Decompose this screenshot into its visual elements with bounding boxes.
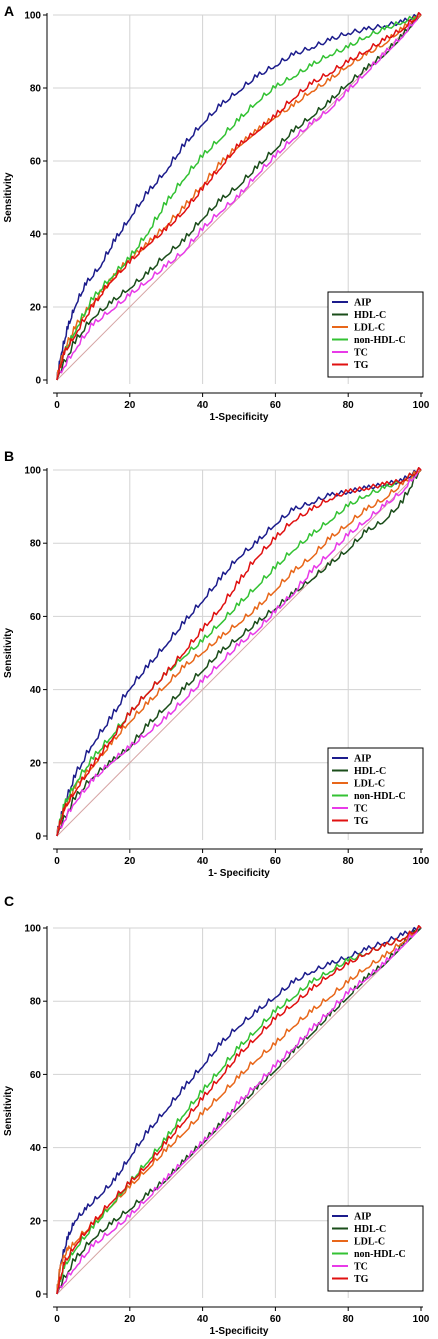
y-tick-label: 20 (30, 758, 42, 769)
series-line-tg (56, 12, 422, 381)
y-tick-label: 80 (30, 539, 42, 550)
x-tick-label: 20 (124, 1314, 136, 1325)
y-tick-label: 20 (30, 303, 42, 314)
x-tick-label: 0 (54, 1314, 60, 1325)
legend-label: non-HDL-C (354, 1249, 406, 1260)
series-line-hdl-c (56, 469, 422, 837)
x-axis-label: 1- Specificity (208, 868, 270, 879)
legend-box (327, 291, 424, 378)
series-line-ldl-c (56, 469, 422, 837)
x-tick-label: 60 (270, 400, 282, 411)
y-axis-label: Sensitivity (3, 628, 14, 678)
x-tick-label: 0 (54, 856, 60, 867)
y-tick-label: 40 (30, 1143, 42, 1154)
y-tick-label: 40 (30, 230, 42, 241)
series-line-tg (56, 925, 422, 1295)
legend-label: LDL-C (354, 779, 385, 790)
x-tick-label: 80 (343, 400, 355, 411)
series-line-tc (56, 12, 422, 381)
panel-letter: B (4, 448, 14, 464)
y-tick-label: 60 (30, 157, 42, 168)
x-axis-label: 1-Specificity (210, 1326, 269, 1337)
x-tick-label: 80 (343, 856, 355, 867)
legend-label: TC (354, 348, 368, 359)
series-line-aip (56, 13, 422, 381)
chart-panel-b: B 0 20 40 60 80 100 0 20 40 60 80 100 1- Specificity S… (3, 448, 430, 879)
legend-label: non-HDL-C (354, 335, 406, 346)
x-tick-label: 80 (343, 1314, 355, 1325)
legend-label: LDL-C (354, 323, 385, 334)
legend-label: HDL-C (354, 310, 386, 321)
y-axis-label: Sensitivity (3, 172, 14, 222)
x-tick-label: 60 (270, 856, 282, 867)
y-tick-label: 100 (24, 466, 41, 477)
x-tick-label: 60 (270, 1314, 282, 1325)
x-tick-label: 20 (124, 400, 136, 411)
y-tick-label: 0 (35, 1290, 41, 1301)
legend-label: TC (354, 1262, 368, 1273)
x-tick-label: 100 (413, 400, 430, 411)
legend-label: LDL-C (354, 1237, 385, 1248)
y-tick-label: 80 (30, 997, 42, 1008)
legend-label: TG (354, 360, 369, 371)
x-axis-label: 1-Specificity (210, 412, 269, 423)
x-tick-label: 20 (124, 856, 136, 867)
y-tick-label: 0 (35, 832, 41, 843)
legend-label: HDL-C (354, 1224, 386, 1235)
legend-label: non-HDL-C (354, 791, 406, 802)
y-tick-label: 40 (30, 685, 42, 696)
series-line-non-hdl-c (56, 925, 422, 1295)
legend-label: AIP (354, 1212, 371, 1223)
x-tick-label: 40 (197, 1314, 209, 1325)
y-tick-label: 80 (30, 84, 42, 95)
series-line-non-hdl-c (56, 12, 422, 381)
series-line-tc (56, 925, 422, 1295)
chart-panel-c: C 0 20 40 60 80 100 0 20 40 60 80 100 1-Specificity Se… (3, 893, 430, 1337)
reference-diagonal (56, 927, 422, 1295)
y-tick-label: 100 (24, 924, 41, 935)
x-tick-label: 100 (413, 856, 430, 867)
chart-panel-a: A 0 20 40 60 80 100 0 20 40 60 80 100 1-Specificity Se… (3, 3, 430, 423)
series-line-non-hdl-c (56, 467, 422, 837)
legend-box (327, 747, 424, 834)
y-tick-label: 100 (24, 11, 41, 22)
series-line-tg (56, 467, 422, 837)
x-tick-label: 100 (413, 1314, 430, 1325)
legend-label: HDL-C (354, 766, 386, 777)
legend-label: TC (354, 804, 368, 815)
panel-letter: A (4, 3, 14, 19)
series-line-hdl-c (56, 14, 422, 381)
panel-letter: C (4, 893, 14, 909)
y-tick-label: 20 (30, 1216, 42, 1227)
y-tick-label: 60 (30, 612, 42, 623)
reference-diagonal (56, 469, 422, 837)
y-tick-label: 60 (30, 1070, 42, 1081)
legend-label: TG (354, 816, 369, 827)
y-axis-label: Sensitivity (3, 1086, 14, 1136)
y-tick-label: 0 (35, 376, 41, 387)
x-tick-label: 40 (197, 400, 209, 411)
legend-box (327, 1205, 424, 1292)
series-line-tc (56, 467, 422, 837)
series-line-hdl-c (56, 927, 422, 1295)
legend-label: TG (354, 1274, 369, 1285)
legend-label: AIP (354, 298, 371, 309)
x-tick-label: 0 (54, 400, 60, 411)
legend-label: AIP (354, 754, 371, 765)
x-tick-label: 40 (197, 856, 209, 867)
